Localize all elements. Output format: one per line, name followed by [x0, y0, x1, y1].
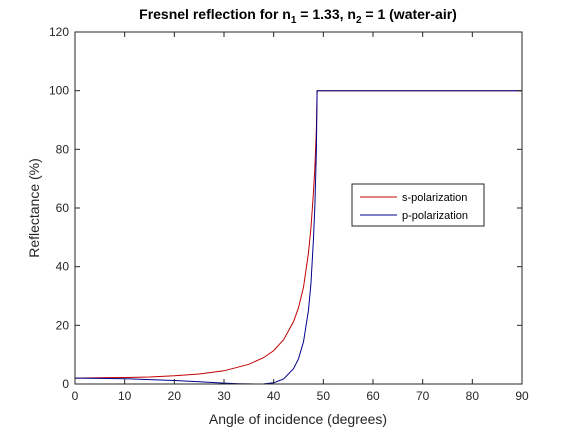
- y-tick-label: 60: [56, 201, 70, 215]
- series-line-s-polarization: [74, 90, 522, 379]
- y-axis-label: Reflectance (%): [26, 158, 42, 258]
- y-tick-label: 120: [49, 25, 69, 39]
- legend-label-p-polarization: p-polarization: [402, 210, 468, 222]
- x-tick-label: 60: [366, 389, 380, 403]
- x-tick-label: 0: [72, 389, 79, 403]
- x-tick-label: 80: [466, 389, 480, 403]
- legend-label-s-polarization: s-polarization: [402, 192, 467, 204]
- y-tick-label: 80: [56, 142, 70, 156]
- x-tick-label: 50: [317, 389, 331, 403]
- x-tick-label: 40: [267, 389, 281, 403]
- x-tick-label: 90: [515, 389, 529, 403]
- y-tick-label: 20: [56, 318, 70, 332]
- y-tick-label: 100: [49, 84, 69, 98]
- legend: s-polarization p-polarization: [351, 183, 485, 227]
- x-axis-label: Angle of incidence (degrees): [209, 411, 387, 427]
- x-tick-label: 20: [168, 389, 182, 403]
- y-tick-label: 40: [56, 260, 70, 274]
- x-tick-label: 10: [118, 389, 132, 403]
- tick-layer: 0 10 20 30 40 50 60 70 80 90 0 20 40 60 80 100 120: [49, 25, 529, 403]
- legend-box: [351, 183, 485, 227]
- x-tick-label: 30: [217, 389, 231, 403]
- y-tick-label: 0: [62, 377, 69, 391]
- chart-title: Fresnel reflection for n1 = 1.33, n2 = 1…: [139, 6, 457, 26]
- x-tick-label: 70: [416, 389, 430, 403]
